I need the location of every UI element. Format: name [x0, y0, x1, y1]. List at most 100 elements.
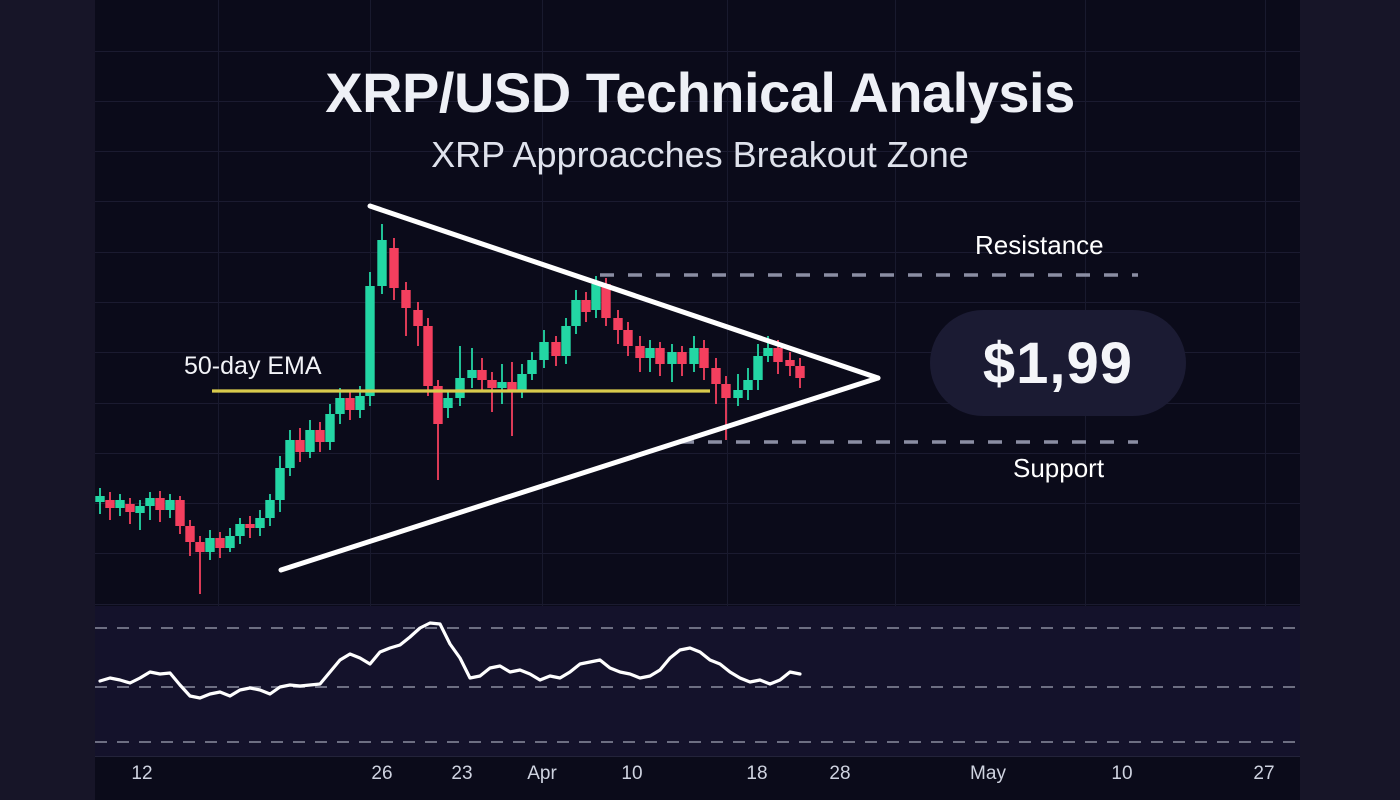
- horizontal-gridline: [95, 51, 1300, 52]
- panel-separator: [95, 756, 1300, 757]
- candle-body: [355, 396, 365, 410]
- rsi-line: [98, 621, 802, 700]
- candle-body: [655, 348, 665, 364]
- candle-body: [795, 366, 805, 378]
- candle-body: [613, 318, 623, 330]
- candle-body: [753, 356, 763, 380]
- page-title: XRP/USD Technical Analysis: [325, 61, 1075, 124]
- candle-body: [377, 240, 387, 286]
- candle-body: [401, 290, 411, 308]
- candle-body: [733, 390, 743, 398]
- x-axis-tick: 10: [1111, 763, 1133, 784]
- candle-body: [305, 430, 315, 452]
- candle-body: [185, 526, 195, 542]
- candle-body: [467, 370, 477, 378]
- horizontal-gridline: [95, 302, 1300, 303]
- candle-body: [335, 398, 345, 414]
- x-axis-labels: 12 26 23 Apr 10 18 28 May 10 27: [0, 763, 1400, 793]
- candle-body: [667, 352, 677, 364]
- candle-body: [423, 326, 433, 386]
- candle-body: [315, 430, 325, 442]
- horizontal-gridline: [95, 101, 1300, 102]
- current-price-value: $1,99: [982, 330, 1134, 396]
- lower-trendline: [278, 375, 881, 573]
- vertical-gridline: [1265, 0, 1266, 756]
- candle-body: [105, 500, 115, 508]
- candle-body: [389, 248, 399, 288]
- candle-body: [487, 380, 497, 388]
- candle-body: [195, 542, 205, 552]
- candle-body: [155, 498, 165, 510]
- candle-body: [743, 380, 753, 390]
- horizontal-gridline: [95, 252, 1300, 253]
- candle-body: [265, 500, 275, 518]
- vertical-gridline: [218, 0, 219, 756]
- candle-body: [433, 386, 443, 424]
- candle-body: [285, 440, 295, 468]
- horizontal-gridline: [95, 151, 1300, 152]
- candle-body: [527, 360, 537, 374]
- candle-body: [507, 382, 517, 390]
- x-axis-tick: 26: [371, 763, 393, 784]
- vertical-gridline: [542, 0, 543, 756]
- candlestick-series: [95, 224, 805, 594]
- x-axis-tick: 18: [746, 763, 768, 784]
- support-label: Support: [1013, 453, 1105, 483]
- candle-body: [255, 518, 265, 528]
- vertical-gridline: [727, 0, 728, 756]
- resistance-label: Resistance: [975, 230, 1104, 260]
- current-price-badge: $1,99: [930, 310, 1186, 416]
- candle-body: [571, 300, 581, 326]
- candle-body: [763, 348, 773, 356]
- candle-body: [773, 348, 783, 362]
- candle-body: [645, 348, 655, 358]
- candle-body: [135, 506, 145, 513]
- candle-body: [721, 384, 731, 398]
- candle-body: [711, 368, 721, 384]
- candle-body: [443, 398, 453, 408]
- candle-body: [235, 524, 245, 536]
- x-axis-tick: 12: [131, 763, 153, 784]
- horizontal-gridline: [95, 453, 1300, 454]
- x-axis-tick: 23: [451, 763, 473, 784]
- x-axis-tick: May: [970, 763, 1006, 784]
- candle-body: [215, 538, 225, 548]
- horizontal-gridline: [95, 503, 1300, 504]
- candle-body: [325, 414, 335, 442]
- candle-body: [699, 348, 709, 368]
- candle-body: [245, 524, 255, 528]
- candle-body: [601, 284, 611, 318]
- rsi-indicator-panel: [95, 606, 1300, 756]
- candle-body: [539, 342, 549, 360]
- candle-body: [275, 468, 285, 500]
- candle-body: [689, 348, 699, 364]
- candle-body: [225, 536, 235, 548]
- candle-body: [165, 500, 175, 510]
- candle-body: [517, 374, 527, 390]
- x-axis-tick: Apr: [527, 763, 557, 784]
- ema-label: 50-day EMA: [184, 352, 322, 380]
- candle-body: [205, 538, 215, 552]
- upper-trendline: [367, 203, 881, 381]
- candle-body: [455, 378, 465, 398]
- candle-body: [125, 504, 135, 512]
- candle-body: [175, 500, 185, 526]
- horizontal-gridline: [95, 553, 1300, 554]
- candle-body: [635, 346, 645, 358]
- x-axis-tick: 10: [621, 763, 643, 784]
- candle-body: [497, 382, 507, 388]
- candle-body: [581, 300, 591, 312]
- x-axis-tick: 27: [1253, 763, 1275, 784]
- candle-body: [623, 330, 633, 346]
- x-axis-tick: 28: [829, 763, 851, 784]
- candle-body: [785, 360, 795, 366]
- candle-body: [551, 342, 561, 356]
- candle-body: [413, 310, 423, 326]
- candle-body: [365, 286, 375, 396]
- candle-body: [591, 284, 601, 310]
- candle-body: [561, 326, 571, 356]
- candle-body: [95, 496, 105, 502]
- candle-body: [115, 500, 125, 508]
